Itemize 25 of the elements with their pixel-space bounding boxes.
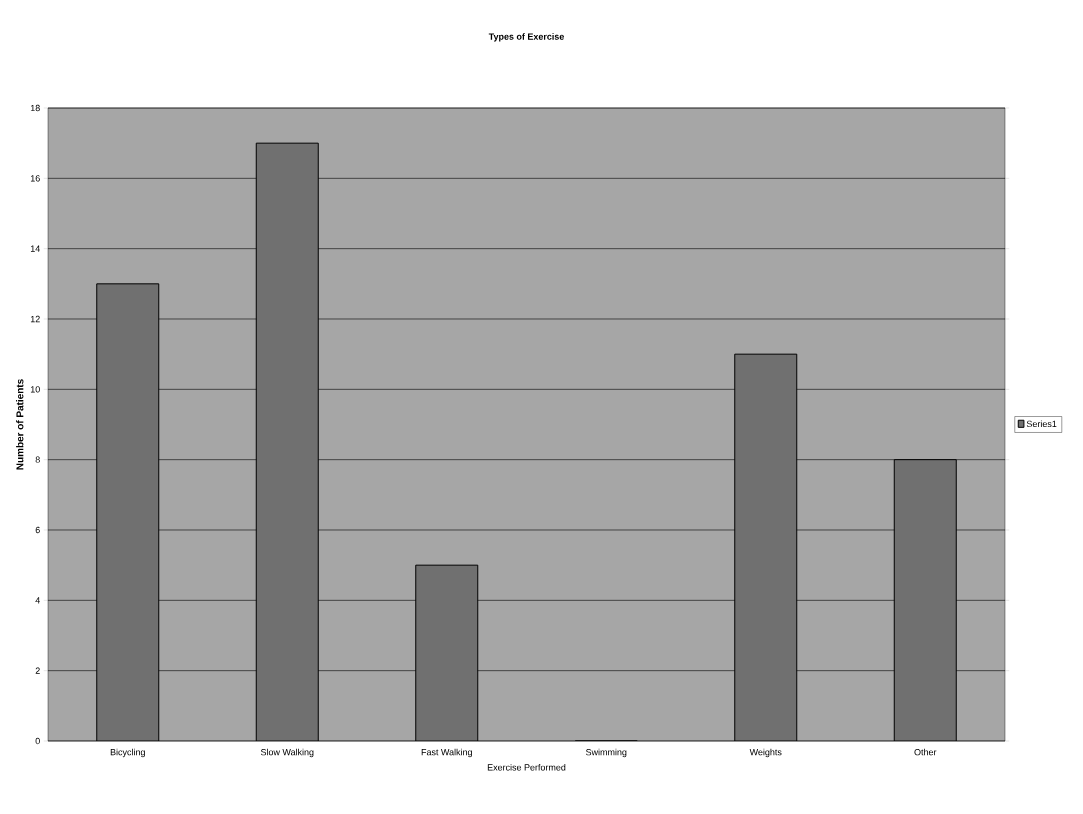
bar bbox=[96, 283, 160, 741]
bar bbox=[255, 142, 319, 741]
bar bbox=[734, 353, 798, 741]
y-tick-label: 2 bbox=[35, 667, 40, 674]
y-tick-label: 14 bbox=[30, 245, 40, 252]
bar bbox=[415, 564, 479, 741]
y-tick-label: 4 bbox=[35, 597, 40, 604]
y-tick-label: 12 bbox=[30, 315, 40, 323]
x-tick-label: Bicycling bbox=[110, 748, 145, 758]
x-tick-label: Fast Walking bbox=[421, 748, 472, 758]
y-tick-label: 0 bbox=[35, 737, 40, 745]
chart-title: Types of Exercise bbox=[488, 33, 564, 42]
y-tick-label: 8 bbox=[35, 456, 40, 463]
bar bbox=[893, 459, 957, 741]
y-axis-title: Number of Patients bbox=[16, 379, 24, 470]
y-tick-label: 10 bbox=[30, 386, 40, 393]
y-tick-label: 18 bbox=[30, 104, 40, 112]
x-tick-label: Weights bbox=[749, 748, 782, 758]
y-tick-label: 6 bbox=[35, 526, 40, 534]
x-tick-label: Other bbox=[914, 748, 937, 756]
x-tick-label: Swimming bbox=[585, 748, 627, 758]
y-tick-label: 16 bbox=[30, 175, 40, 182]
x-axis-title: Exercise Performed bbox=[487, 763, 566, 771]
legend-label: Series1 bbox=[1026, 420, 1057, 428]
x-tick-label: Slow Walking bbox=[260, 748, 314, 758]
